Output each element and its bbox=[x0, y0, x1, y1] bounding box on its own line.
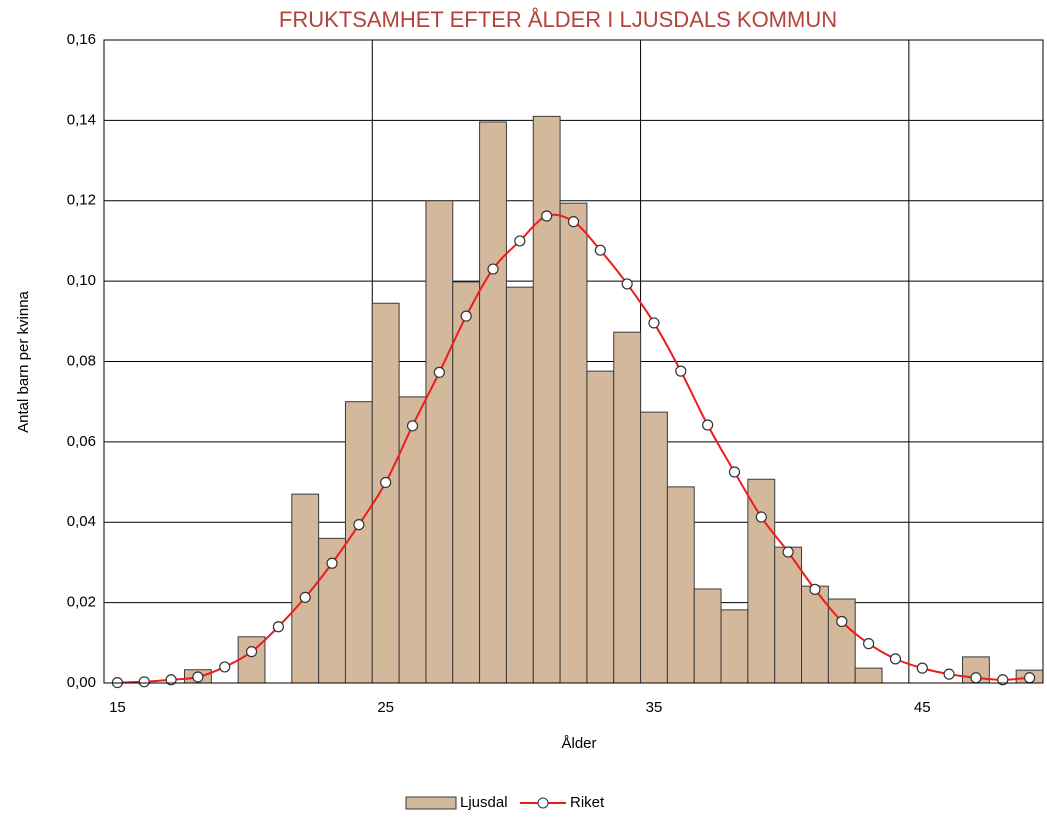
y-tick-label: 0,08 bbox=[67, 352, 96, 369]
y-tick-label: 0,12 bbox=[67, 192, 96, 209]
y-tick-label: 0,16 bbox=[67, 31, 96, 48]
bar bbox=[854, 667, 883, 684]
marker bbox=[728, 466, 741, 478]
marker bbox=[621, 278, 633, 290]
x-tick-label: 45 bbox=[914, 699, 931, 716]
marker bbox=[272, 621, 284, 633]
bar bbox=[720, 609, 749, 684]
chart-title: FRUKTSAMHET EFTER ÅLDER I LJUSDALS KOMMU… bbox=[279, 7, 837, 32]
marker bbox=[594, 244, 606, 256]
y-tick-label: 0,00 bbox=[67, 674, 96, 691]
bar bbox=[479, 121, 507, 684]
bar bbox=[371, 302, 400, 684]
bar bbox=[532, 115, 561, 684]
marker bbox=[889, 653, 902, 665]
marker bbox=[299, 591, 311, 604]
legend-swatch bbox=[405, 796, 457, 810]
marker bbox=[165, 674, 177, 686]
bar bbox=[559, 202, 588, 684]
marker bbox=[514, 235, 526, 247]
bar bbox=[774, 546, 803, 684]
bar bbox=[693, 588, 722, 684]
marker bbox=[675, 365, 687, 377]
marker bbox=[245, 646, 258, 658]
x-tick-label: 25 bbox=[377, 699, 394, 716]
marker bbox=[997, 674, 1009, 686]
marker bbox=[916, 662, 928, 674]
marker bbox=[809, 583, 821, 595]
marker bbox=[782, 546, 794, 558]
marker bbox=[648, 317, 660, 329]
marker bbox=[138, 676, 150, 688]
marker bbox=[192, 671, 204, 683]
bar bbox=[344, 401, 373, 684]
bar bbox=[666, 486, 695, 684]
marker bbox=[836, 615, 848, 628]
y-tick-label: 0,04 bbox=[67, 513, 96, 530]
bar bbox=[640, 411, 668, 684]
bar bbox=[586, 370, 615, 684]
marker bbox=[970, 672, 982, 684]
marker bbox=[567, 216, 580, 228]
marker bbox=[326, 557, 338, 569]
bar bbox=[291, 493, 320, 684]
plot-border bbox=[103, 39, 1044, 684]
marker bbox=[406, 420, 419, 432]
marker bbox=[380, 476, 392, 489]
bar bbox=[613, 331, 642, 684]
y-axis-title: Antal barn per kvinna bbox=[15, 290, 32, 432]
bar bbox=[398, 396, 427, 684]
y-tick-label: 0,10 bbox=[67, 272, 96, 289]
bar bbox=[425, 200, 454, 684]
x-tick-label: 35 bbox=[646, 699, 663, 716]
bar bbox=[505, 286, 534, 684]
y-tick-label: 0,14 bbox=[67, 111, 96, 128]
marker bbox=[487, 263, 499, 275]
marker bbox=[863, 638, 875, 650]
y-tick-label: 0,06 bbox=[67, 433, 96, 450]
marker bbox=[353, 519, 365, 531]
marker bbox=[541, 210, 553, 222]
marker bbox=[1023, 672, 1036, 684]
marker bbox=[755, 511, 767, 523]
legend-label: Ljusdal bbox=[460, 794, 508, 811]
marker bbox=[219, 661, 231, 673]
x-tick-label: 15 bbox=[109, 699, 126, 716]
x-axis-title: Ålder bbox=[561, 735, 596, 752]
legend-marker bbox=[537, 797, 549, 809]
marker bbox=[943, 668, 955, 680]
marker bbox=[702, 419, 714, 431]
bar bbox=[452, 281, 481, 684]
marker bbox=[433, 366, 445, 378]
legend-label: Riket bbox=[570, 794, 605, 811]
bar bbox=[747, 478, 776, 684]
marker bbox=[460, 310, 472, 322]
y-tick-label: 0,02 bbox=[67, 594, 96, 611]
